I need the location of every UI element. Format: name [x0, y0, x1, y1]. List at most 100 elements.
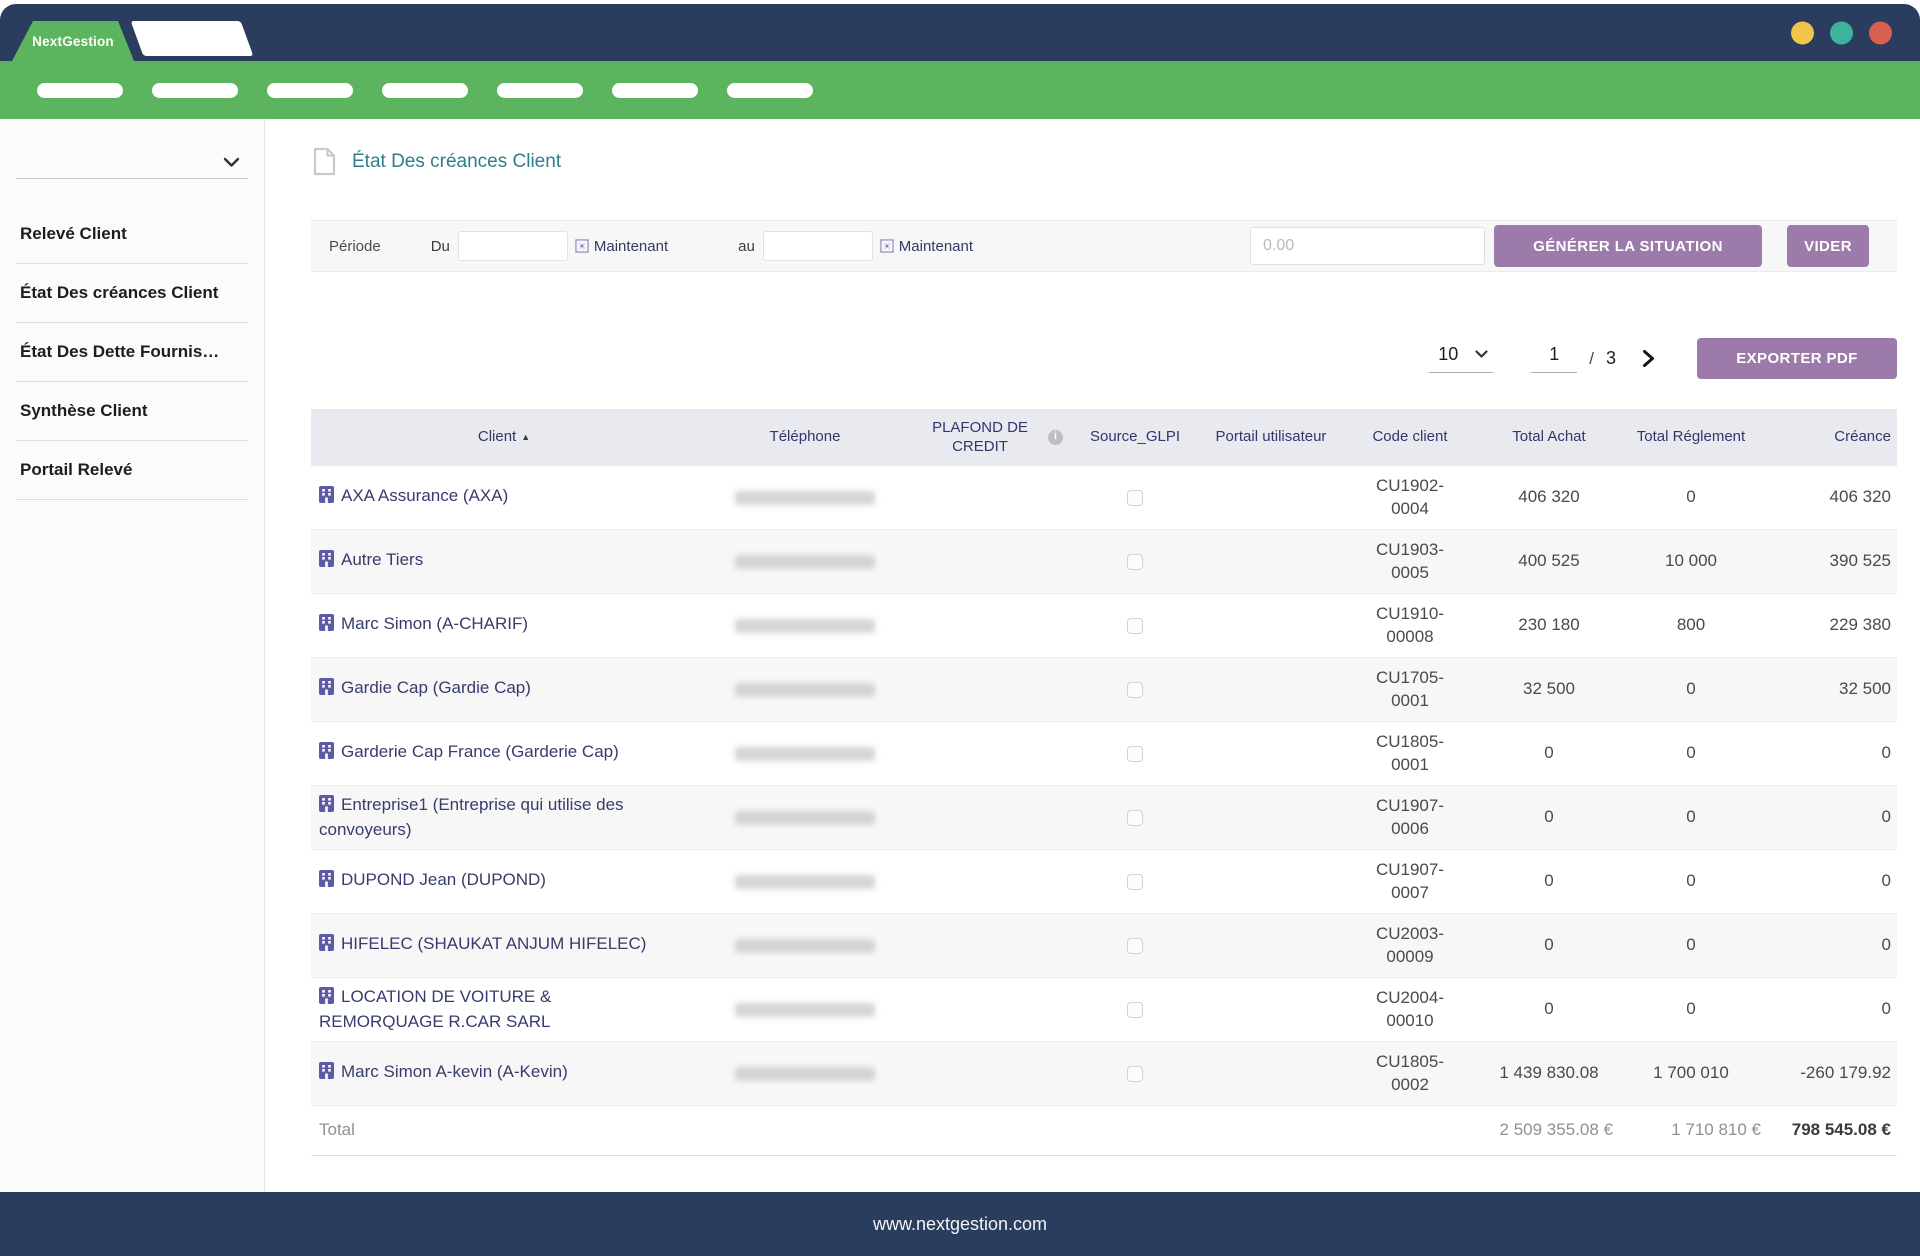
building-icon: [319, 614, 334, 637]
portail-utilisateur-cell: [1203, 620, 1339, 632]
sidebar-item-releve-client[interactable]: Relevé Client: [16, 205, 248, 264]
header-telephone[interactable]: Téléphone: [769, 428, 841, 446]
sidebar-item-etat-dette-fournisseur[interactable]: État Des Dette Fournis…: [16, 323, 248, 382]
red-dot-icon[interactable]: [1869, 21, 1892, 44]
client-name-link[interactable]: Autre Tiers: [341, 550, 424, 570]
app-window: NextGestion: [0, 4, 1920, 1192]
calendar-grid-icon: [880, 239, 894, 253]
total-reglement-value: 0: [1686, 743, 1696, 763]
info-icon[interactable]: i: [1048, 430, 1063, 445]
nav-item-placeholder[interactable]: [152, 82, 238, 98]
date-to-input[interactable]: [762, 231, 873, 261]
client-name-link[interactable]: AXA Assurance (AXA): [341, 486, 509, 506]
source-glpi-checkbox[interactable]: [1127, 489, 1143, 506]
code-client-value: CU1805-0002: [1375, 1052, 1445, 1094]
blurred-phone: [735, 554, 875, 569]
plafond-credit-cell: [913, 556, 1067, 568]
nav-item-placeholder[interactable]: [497, 82, 583, 98]
blurred-phone: [735, 682, 875, 697]
source-glpi-checkbox[interactable]: [1127, 809, 1143, 826]
source-glpi-checkbox[interactable]: [1127, 681, 1143, 698]
date-to-now[interactable]: Maintenant: [880, 238, 973, 255]
client-name-link[interactable]: Marc Simon A-kevin (A-Kevin): [341, 1062, 568, 1082]
nav-item-placeholder[interactable]: [612, 82, 698, 98]
sidebar-item-portail-releve[interactable]: Portail Relevé: [16, 441, 248, 500]
total-achat-value: 400 525: [1518, 551, 1580, 571]
total-achat-value: 1 439 830.08: [1499, 1063, 1599, 1083]
header-total-achat[interactable]: Total Achat: [1512, 428, 1586, 446]
source-glpi-checkbox[interactable]: [1127, 1065, 1143, 1082]
client-name-link[interactable]: LOCATION DE VOITURE & REMORQUAGE R.CAR S…: [319, 987, 552, 1031]
nav-item-placeholder[interactable]: [727, 82, 813, 98]
source-glpi-checkbox[interactable]: [1127, 937, 1143, 954]
clear-button[interactable]: VIDER: [1787, 225, 1869, 267]
code-client-value: CU1903-0005: [1375, 540, 1445, 582]
blurred-phone: [735, 490, 875, 505]
code-client-value: CU1907-0006: [1375, 796, 1445, 838]
yellow-dot-icon[interactable]: [1791, 21, 1814, 44]
plafond-credit-cell: [913, 812, 1067, 824]
nav-item-placeholder[interactable]: [267, 82, 353, 98]
page-size-value: 10: [1438, 344, 1459, 364]
header-creance[interactable]: Créance: [1834, 428, 1891, 446]
header-total-reglement[interactable]: Total Réglement: [1636, 428, 1746, 446]
sidebar-item-etat-creances-client[interactable]: État Des créances Client: [16, 264, 248, 323]
source-glpi-checkbox[interactable]: [1127, 873, 1143, 890]
brand-tab[interactable]: NextGestion: [12, 21, 134, 61]
total-pages: 3: [1605, 348, 1616, 368]
total-achat-value: 406 320: [1518, 487, 1580, 507]
total-reglement-value: 1 700 010: [1653, 1063, 1729, 1083]
building-icon: [319, 678, 334, 701]
total-achat-value: 0: [1544, 999, 1554, 1019]
client-name-link[interactable]: Entreprise1 (Entreprise qui utilise des …: [319, 795, 624, 839]
total-achat-value: 0: [1544, 935, 1554, 955]
export-pdf-button[interactable]: EXPORTER PDF: [1697, 338, 1897, 379]
total-creance-sum: 798 545.08 €: [1791, 1120, 1891, 1140]
nav-item-placeholder[interactable]: [37, 82, 123, 98]
source-glpi-checkbox[interactable]: [1127, 1001, 1143, 1018]
amount-input[interactable]: [1250, 227, 1485, 265]
table-row: Marc Simon (A-CHARIF) CU1910-00008 230 1…: [311, 594, 1897, 658]
source-glpi-checkbox[interactable]: [1127, 745, 1143, 762]
main-nav: [0, 61, 1920, 119]
portail-utilisateur-cell: [1203, 748, 1339, 760]
client-name-link[interactable]: Garderie Cap France (Garderie Cap): [341, 742, 619, 762]
nav-item-placeholder[interactable]: [382, 82, 468, 98]
page-title: État Des créances Client: [352, 150, 562, 172]
teal-dot-icon[interactable]: [1830, 21, 1853, 44]
client-name-link[interactable]: Gardie Cap (Gardie Cap): [341, 678, 531, 698]
total-reglement-value: 800: [1676, 615, 1706, 635]
date-from-now[interactable]: Maintenant: [575, 238, 668, 255]
source-glpi-checkbox[interactable]: [1127, 617, 1143, 634]
next-page-button[interactable]: [1642, 349, 1655, 368]
periode-label: Période: [329, 237, 381, 255]
report-type-select[interactable]: [16, 133, 248, 179]
header-portail-utilisateur[interactable]: Portail utilisateur: [1215, 428, 1327, 446]
current-page-input[interactable]: [1531, 344, 1578, 373]
header-client[interactable]: Client ▲: [477, 428, 531, 446]
page-size-select[interactable]: 10: [1429, 344, 1494, 373]
sidebar-menu: Relevé Client État Des créances Client É…: [16, 205, 248, 500]
header-plafond-credit[interactable]: PLAFOND DE CREDIT i: [913, 413, 1067, 463]
generate-situation-button[interactable]: GÉNÉRER LA SITUATION: [1494, 225, 1762, 267]
portail-utilisateur-cell: [1203, 684, 1339, 696]
date-from-input[interactable]: [457, 231, 568, 261]
header-code-client[interactable]: Code client: [1372, 428, 1448, 446]
total-reglement-value: 0: [1686, 679, 1696, 699]
building-icon: [319, 795, 334, 818]
client-name-link[interactable]: DUPOND Jean (DUPOND): [341, 870, 546, 890]
sidebar-item-synthese-client[interactable]: Synthèse Client: [16, 382, 248, 441]
code-client-value: CU2003-00009: [1375, 924, 1445, 966]
header-source-glpi[interactable]: Source_GLPI: [1089, 428, 1181, 446]
portail-utilisateur-cell: [1203, 556, 1339, 568]
source-glpi-checkbox[interactable]: [1127, 553, 1143, 570]
client-name-link[interactable]: Marc Simon (A-CHARIF): [341, 614, 529, 634]
building-icon: [319, 870, 334, 893]
pagination-bar: 10 / 3 EXPORTER PDF: [311, 338, 1897, 379]
au-label: au: [738, 237, 755, 255]
table-total-row: Total 2 509 355.08 € 1 710 810 € 798 545…: [311, 1106, 1897, 1156]
table-row: Gardie Cap (Gardie Cap) CU1705-0001 32 5…: [311, 658, 1897, 722]
inactive-tab[interactable]: [130, 21, 254, 56]
client-name-link[interactable]: HIFELEC (SHAUKAT ANJUM HIFELEC): [341, 934, 647, 954]
